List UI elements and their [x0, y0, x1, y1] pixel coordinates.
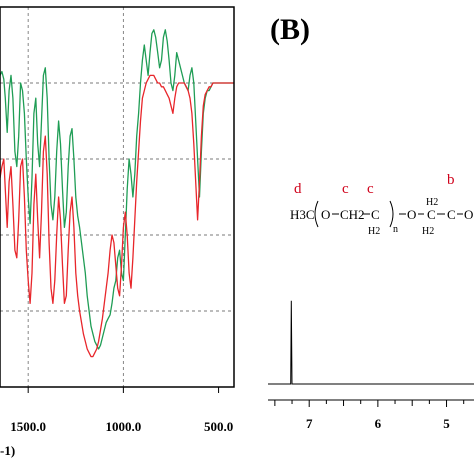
peak-label-group: d c c b — [294, 172, 455, 197]
struct-o1: O — [321, 207, 330, 222]
panel-b-label: (B) — [270, 13, 310, 46]
ir-plot-frame — [0, 6, 235, 388]
struct-h2-1: H2 — [368, 226, 380, 237]
ir-x-axis-label-fragment: -1) — [0, 443, 15, 458]
peak-label-b: b — [447, 172, 455, 188]
nmr-spectrum-panel: (B) d c c b H3C O CH2 C H2 n O H2 C H2 C — [268, 13, 474, 431]
ir-x-tick-label-1: 1500.0 — [10, 419, 46, 434]
struct-h2-top: H2 — [426, 197, 438, 208]
peak-label-c-2: c — [367, 181, 374, 197]
nmr-x-tick-label-3: 5 — [443, 416, 450, 431]
struct-h2-bottom: H2 — [422, 226, 434, 237]
struct-c3: C — [447, 207, 456, 222]
ir-series-red-line — [0, 74, 234, 358]
peg-chemical-structure: H3C O CH2 C H2 n O H2 C H2 C O — [290, 197, 473, 237]
struct-end-group: H3C — [290, 207, 315, 222]
struct-n: n — [393, 224, 398, 235]
struct-c2: C — [427, 207, 436, 222]
nmr-x-tick-label-2: 6 — [375, 416, 382, 431]
ir-x-tick-label-3: 500.0 — [204, 419, 233, 434]
ir-x-tick-label-2: 1000.0 — [106, 419, 142, 434]
struct-left-paren — [314, 200, 319, 228]
struct-right-paren — [389, 200, 394, 228]
struct-tail-o: O — [464, 207, 473, 222]
ir-spectrum-panel: 1500.0 1000.0 500.0 -1) — [0, 6, 235, 458]
nmr-x-tick-label-1: 7 — [306, 416, 313, 431]
ir-series-group — [0, 29, 234, 358]
nmr-spectrum-line — [268, 300, 474, 385]
struct-c1: C — [371, 207, 380, 222]
nmr-tick-group: 7 6 5 — [274, 400, 465, 431]
struct-o2: O — [407, 207, 416, 222]
nmr-series-group — [268, 300, 474, 385]
struct-ch2: CH2 — [340, 207, 365, 222]
peak-label-c-1: c — [342, 181, 349, 197]
peak-label-d: d — [294, 181, 302, 197]
ir-tick-group: 1500.0 1000.0 500.0 — [10, 387, 233, 434]
